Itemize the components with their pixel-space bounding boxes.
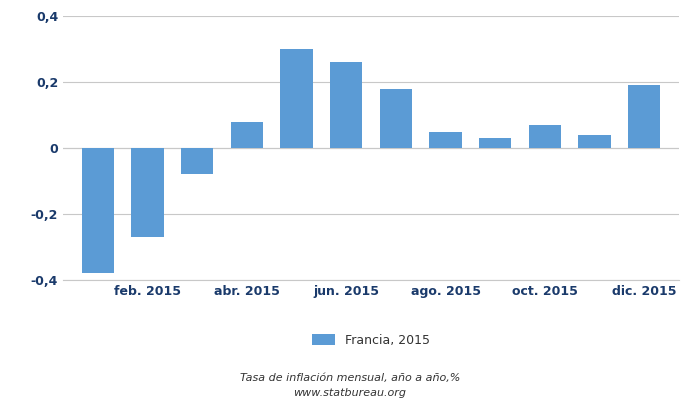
Bar — [379, 89, 412, 148]
Bar — [578, 135, 610, 148]
Text: www.statbureau.org: www.statbureau.org — [293, 388, 407, 398]
Bar — [231, 122, 263, 148]
Bar — [280, 49, 313, 148]
Bar — [429, 132, 462, 148]
Bar — [528, 125, 561, 148]
Text: Tasa de inflación mensual, año a año,%: Tasa de inflación mensual, año a año,% — [240, 373, 460, 383]
Bar — [132, 148, 164, 237]
Bar — [181, 148, 214, 174]
Bar — [82, 148, 114, 274]
Legend: Francia, 2015: Francia, 2015 — [312, 334, 430, 347]
Bar — [330, 62, 363, 148]
Bar — [479, 138, 511, 148]
Bar — [628, 85, 660, 148]
